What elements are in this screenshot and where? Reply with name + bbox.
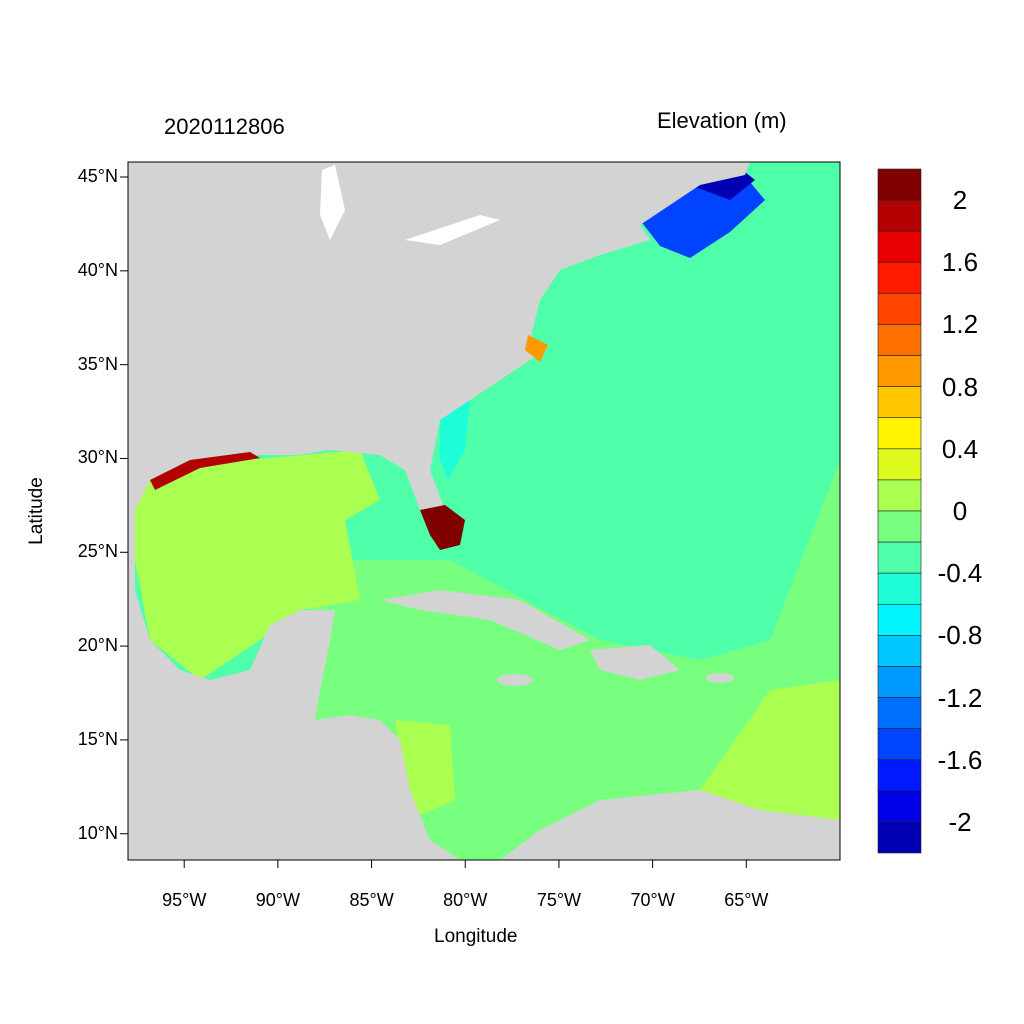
colorbar-bin <box>877 510 922 543</box>
lesser-antilles-region <box>700 680 840 820</box>
lake-michigan <box>320 165 345 240</box>
colorbar-label: -2 <box>948 806 972 837</box>
colorbar-bin <box>877 261 922 294</box>
colorbar-label: 0.4 <box>941 433 979 464</box>
colorbar-bin <box>877 635 922 667</box>
colorbar-bin <box>877 199 922 232</box>
carolina-surge <box>525 335 548 362</box>
colorbar-bin <box>877 324 922 356</box>
x-tick-label: 65°W <box>724 890 769 910</box>
lake-erie-ontario <box>405 215 500 245</box>
y-tick-label: 15°N <box>77 728 118 749</box>
x-axis-label: Longitude <box>434 926 518 947</box>
y-tick-label: 35°N <box>77 353 118 374</box>
colorbar-bin <box>877 293 922 325</box>
y-tick-label: 10°N <box>77 822 118 843</box>
colorbar-bin <box>877 479 922 512</box>
x-tick-label: 70°W <box>630 890 675 910</box>
colorbar-bin <box>877 821 922 854</box>
land-jamaica <box>497 674 533 686</box>
y-tick-label: 40°N <box>77 259 118 280</box>
land-south-america <box>500 790 840 860</box>
land-cuba <box>380 590 590 650</box>
colorbar-label: -1.2 <box>937 682 983 713</box>
colorbar-label: 1.2 <box>941 309 979 340</box>
y-tick-label: 20°N <box>77 635 118 656</box>
colorbar-bin <box>877 790 922 823</box>
colorbar-bin <box>877 386 922 419</box>
colorbar-bin <box>877 230 922 263</box>
colorbar-bin <box>877 572 922 605</box>
colorbar-bin <box>877 355 922 387</box>
x-tick-label: 90°W <box>255 890 300 910</box>
gulf-of-mexico-region <box>135 450 380 680</box>
x-tick-label: 75°W <box>536 890 582 910</box>
colorbar-bin <box>877 697 922 729</box>
land-hispaniola <box>590 645 680 680</box>
colorbar-bin <box>877 417 922 450</box>
y-tick-label: 30°N <box>77 447 118 468</box>
x-tick-label: 80°W <box>443 890 488 910</box>
gulf-coast-surge <box>150 452 260 490</box>
florida-surge <box>420 505 465 550</box>
colorbar-label: 2 <box>952 185 968 216</box>
date-label: 2020112806 <box>164 114 285 139</box>
colorbar-label: -0.8 <box>937 620 983 651</box>
colorbar-bin <box>877 448 922 481</box>
y-tick-label: 25°N <box>77 541 118 562</box>
colorbar-bin <box>877 666 922 698</box>
colorbar-bin <box>877 759 922 792</box>
land-puerto-rico <box>706 673 734 683</box>
colorbar-bin <box>877 541 922 574</box>
colorbar-label: 0.8 <box>941 371 979 402</box>
colorbar-bin <box>877 728 922 761</box>
colorbar-label: -1.6 <box>937 744 983 775</box>
plot-frame <box>127 161 841 861</box>
southeast-coast-region <box>440 400 470 480</box>
colorbar-label: 1.6 <box>941 247 979 278</box>
colorbar-label: -0.4 <box>937 558 983 589</box>
colorbar-bin <box>877 603 922 636</box>
x-tick-label: 85°W <box>349 890 394 910</box>
colorbar-label: 0 <box>952 496 968 526</box>
y-tick-label: 45°N <box>77 166 118 186</box>
x-tick-label: 95°W <box>162 890 207 910</box>
variable-title: Elevation (m) <box>657 108 787 133</box>
